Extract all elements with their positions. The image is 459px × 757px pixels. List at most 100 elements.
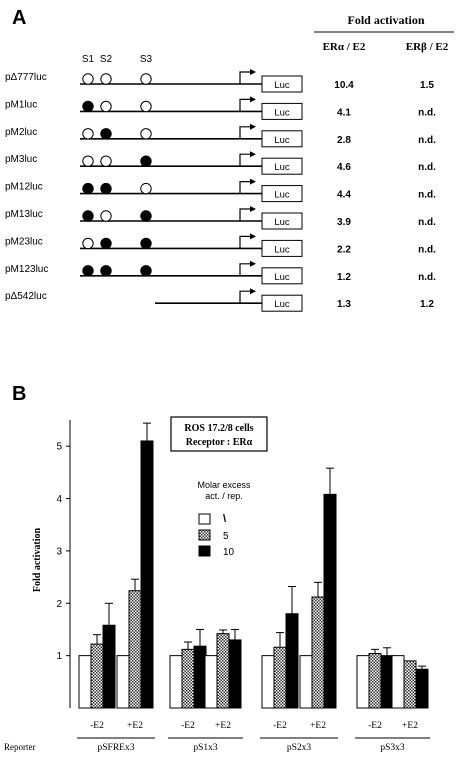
construct-name: pΔ542luc	[5, 291, 47, 302]
treatment-label: +E2	[402, 721, 418, 731]
mutated-site	[82, 265, 94, 277]
construct-row: pM23luc Luc 2.2 n.d.	[5, 233, 436, 257]
treatment-label: -E2	[368, 721, 382, 731]
fold-activation-header: Fold activation	[348, 13, 425, 27]
luc-label: Luc	[274, 107, 290, 118]
er-beta-value: n.d.	[418, 217, 436, 228]
legend-swatch-2	[198, 529, 211, 541]
mutated-site	[100, 265, 112, 277]
mutated-site	[140, 265, 152, 277]
site-label-s2: S2	[100, 54, 113, 65]
construct-row: pΔ777luc Luc 10.4 1.5	[5, 69, 434, 93]
intact-site	[82, 237, 94, 250]
legend-title-2: act. / rep.	[205, 491, 243, 501]
bar-series-3	[193, 645, 207, 709]
bar-series-2	[403, 660, 417, 709]
construct-row: pM123luc Luc 1.2 n.d.	[5, 260, 436, 285]
reporter-label: Reporter	[4, 742, 36, 752]
construct-row: pΔ542luc Luc 1.3 1.2	[5, 288, 434, 312]
mutated-site	[82, 100, 94, 113]
er-alpha-value: 3.9	[337, 217, 351, 228]
luc-label: Luc	[274, 299, 290, 310]
tss-arrow	[239, 290, 250, 304]
luc-label: Luc	[274, 190, 290, 201]
panel-a-label: A	[12, 7, 26, 29]
bar-series-3	[380, 655, 394, 709]
tss-arrowhead	[250, 123, 256, 130]
y-tick-label: 5	[56, 442, 62, 453]
bar-series-3	[285, 613, 299, 709]
col-er-alpha: ERα / E2	[323, 41, 366, 53]
tss-arrowhead	[250, 178, 256, 185]
luc-label: Luc	[274, 135, 290, 146]
tss-arrowhead	[250, 151, 256, 158]
construct-name: pM2luc	[5, 127, 37, 138]
construct-name: pM3luc	[5, 154, 37, 165]
tss-arrowhead	[250, 206, 256, 212]
er-alpha-value: 10.4	[334, 80, 354, 91]
tss-arrow	[239, 153, 250, 167]
tss-arrow	[239, 71, 250, 84]
construct-name: pΔ777luc	[5, 72, 47, 83]
bar-series-1	[261, 655, 275, 709]
bars	[78, 422, 429, 709]
bar-series-1	[169, 655, 183, 709]
er-beta-value: n.d.	[418, 244, 436, 255]
construct-name: pM1luc	[5, 99, 37, 110]
mutated-site	[82, 182, 94, 195]
intact-site	[140, 73, 152, 85]
er-alpha-value: 1.3	[337, 299, 351, 310]
intact-site	[82, 73, 94, 85]
intact-site	[100, 210, 112, 222]
bar-series-1	[78, 655, 92, 709]
tss-arrow	[239, 126, 250, 139]
intact-site	[100, 100, 112, 113]
construct-row: pM2luc Luc 2.8 n.d.	[5, 123, 436, 148]
er-beta-value: n.d.	[418, 162, 436, 173]
er-alpha-value: 4.6	[337, 162, 351, 173]
legend-swatch-1	[198, 513, 211, 525]
x-labels: -E2 +E2 -E2 +E2 -E2 +E2 -E2 +E2 pSFREx3 pS1x3 pS2x…	[77, 721, 430, 753]
reporter-name: pS3x3	[380, 743, 405, 753]
mutated-site	[82, 210, 94, 222]
tss-arrowhead	[250, 233, 256, 240]
bar-series-3	[323, 493, 337, 709]
treatment-label: -E2	[181, 721, 195, 731]
treatment-label: +E2	[310, 721, 326, 731]
reporter-name: pS1x3	[193, 743, 218, 753]
panel-b-label: B	[12, 383, 26, 405]
y-ticks: 1 2 3 4 5	[56, 442, 70, 662]
mutated-site	[100, 237, 112, 250]
tss-arrow	[239, 235, 250, 249]
bar-series-1	[391, 655, 405, 709]
info-cells: ROS 17.2/8 cells	[184, 423, 253, 434]
tss-arrowhead	[250, 69, 256, 75]
er-beta-value: 1.2	[420, 299, 434, 310]
tss-arrow	[239, 181, 250, 194]
luc-label: Luc	[274, 162, 290, 173]
luc-label: Luc	[274, 244, 290, 255]
construct-name: pM23luc	[5, 236, 43, 247]
er-beta-value: n.d.	[418, 135, 436, 146]
site-label-s1: S1	[82, 54, 95, 65]
bar-series-2	[216, 633, 230, 709]
bar-series-1	[204, 655, 218, 709]
er-alpha-value: 2.8	[337, 135, 351, 146]
bar-series-2	[181, 648, 195, 709]
bar-series-2	[90, 643, 104, 709]
reporter-name: pS2x3	[287, 743, 312, 753]
mutated-site	[140, 237, 152, 250]
intact-site	[140, 100, 152, 113]
er-alpha-value: 4.1	[337, 107, 351, 118]
legend-label-3: 10	[223, 547, 235, 558]
y-axis-label: Fold activation	[32, 527, 43, 592]
info-receptor: Receptor : ERα	[186, 437, 253, 448]
treatment-label: -E2	[90, 721, 104, 731]
luc-label: Luc	[274, 217, 290, 228]
er-alpha-value: 2.2	[337, 244, 351, 255]
er-beta-value: n.d.	[418, 107, 436, 118]
treatment-label: +E2	[127, 721, 143, 731]
bar-series-3	[415, 668, 429, 709]
intact-site	[140, 182, 152, 195]
